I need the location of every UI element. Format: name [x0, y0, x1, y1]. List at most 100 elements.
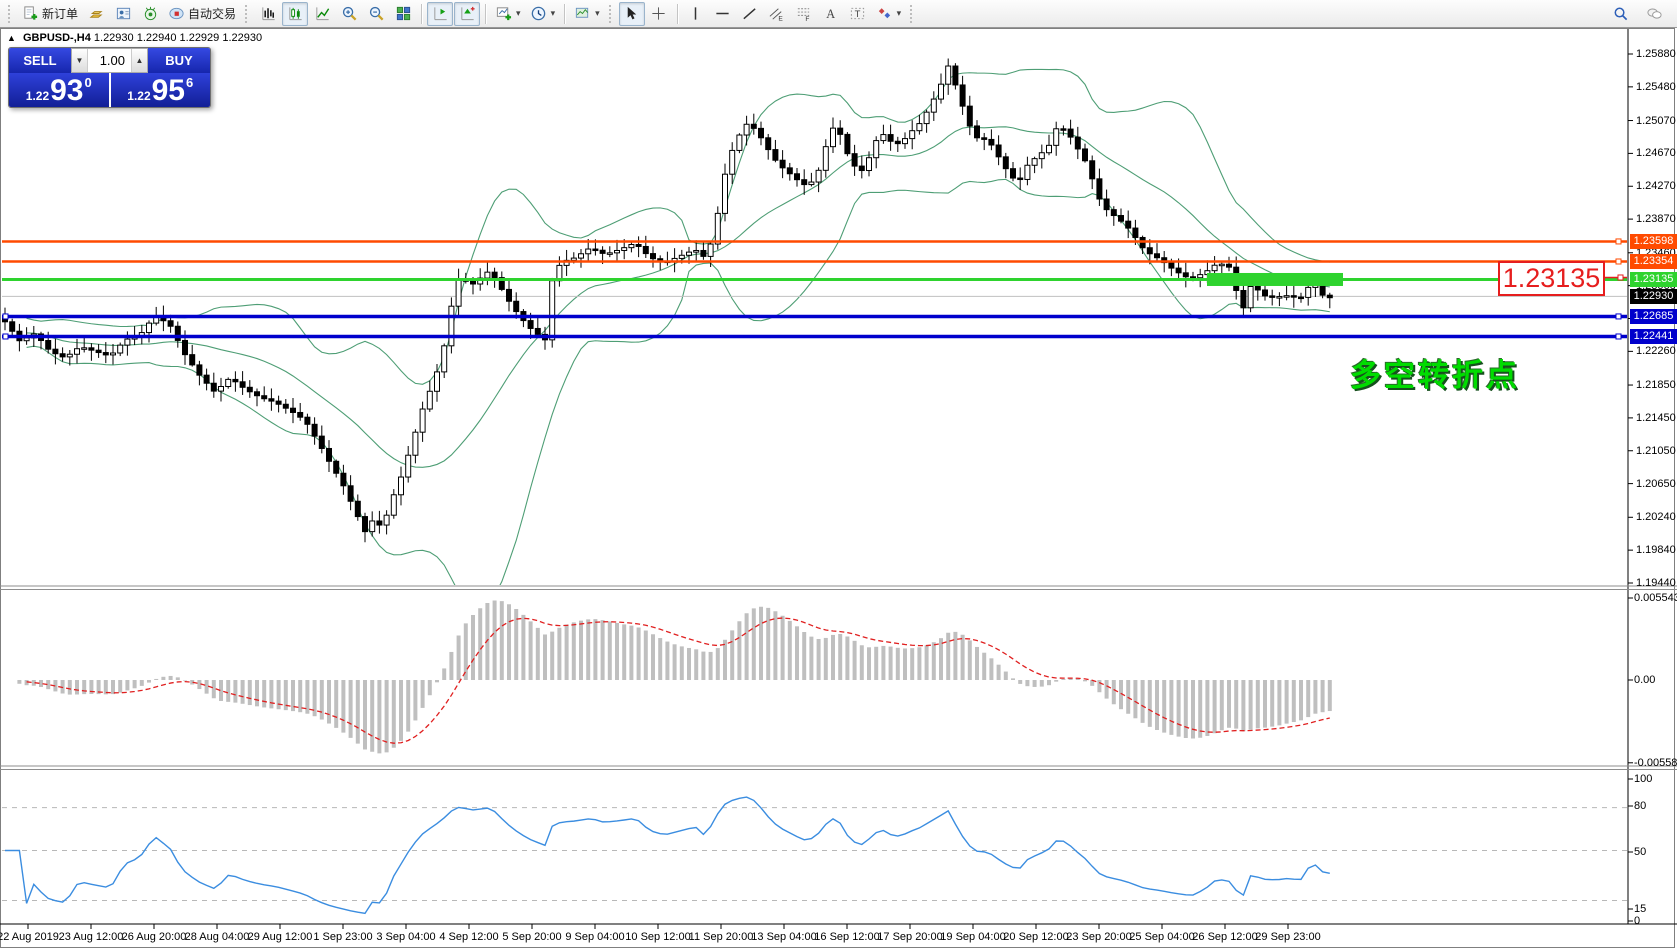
auto-scroll-icon: [460, 6, 475, 21]
buy-price[interactable]: 1.22 95 6: [110, 73, 210, 107]
dropdown-arrow-icon: ▾: [550, 8, 556, 18]
buy-price-big: 95: [151, 74, 185, 107]
svg-text:A: A: [826, 7, 835, 21]
dropdown-arrow-icon: ▾: [516, 8, 521, 18]
volume-stepper: ▼ 1.00 ▲: [71, 48, 148, 73]
market-watch-button[interactable]: [83, 2, 109, 26]
horizontal-line-button[interactable]: [710, 2, 736, 26]
sell-button[interactable]: SELL: [9, 48, 71, 73]
dropdown-arrow-icon: ▾: [896, 8, 902, 18]
symbol-period-label: GBPUSD-,H4: [22, 32, 91, 44]
line-chart-button[interactable]: [309, 2, 335, 26]
signals-button[interactable]: [137, 2, 163, 26]
collapse-triangle-icon: ▲: [7, 33, 16, 43]
toolbar-grip: [8, 4, 13, 23]
toolbar-separator: [676, 3, 678, 24]
toolbar-separator: [485, 3, 487, 24]
new-chart-icon: [496, 7, 512, 21]
cursor-button[interactable]: [618, 1, 645, 26]
price-callout[interactable]: 1.23135: [1498, 261, 1605, 296]
chinese-annotation: 多空转折点: [1350, 358, 1520, 393]
zoom-out-icon: [369, 6, 383, 21]
volume-decrease-button[interactable]: ▼: [72, 49, 88, 72]
new-chart-button[interactable]: ▾: [491, 2, 525, 26]
buy-price-prefix: 1.22: [127, 89, 151, 103]
one-click-trading-panel: SELL ▼ 1.00 ▲ BUY 1.22 93 0 1.22 95 6: [8, 47, 211, 108]
toolbar-separator: [421, 3, 423, 24]
volume-increase-button[interactable]: ▲: [131, 49, 147, 72]
fibonacci-button[interactable]: F: [791, 2, 817, 26]
new-order-button[interactable]: 新订单: [18, 2, 82, 26]
line-chart-icon: [315, 7, 329, 21]
text-label-icon: T: [851, 7, 865, 20]
equidistant-channel-button[interactable]: E: [764, 2, 790, 26]
toolbar-grip: [910, 4, 915, 23]
zoom-in-button[interactable]: [336, 2, 362, 26]
search-button[interactable]: [1607, 2, 1633, 26]
candlestick-chart-button[interactable]: [282, 1, 309, 26]
chart-shift-button[interactable]: [427, 1, 454, 26]
arrows-shapes-icon: [878, 8, 890, 19]
indicators-icon: [575, 7, 589, 18]
gold-bars-icon: [89, 11, 103, 18]
bar-chart-icon: [261, 7, 275, 21]
chat-icon: [1646, 8, 1662, 19]
volume-value[interactable]: 1.00: [99, 53, 125, 68]
fibonacci-icon: F: [797, 8, 810, 22]
autotrade-icon: [169, 7, 184, 20]
buy-button[interactable]: BUY: [148, 48, 210, 73]
clock-icon: [531, 6, 545, 21]
chart-shift-icon: [433, 7, 447, 21]
sell-label: SELL: [23, 53, 57, 68]
toolbar-grip: [245, 4, 250, 23]
profile-button[interactable]: [110, 2, 136, 26]
trendline-icon: [743, 8, 756, 20]
search-icon: [1614, 7, 1627, 21]
chat-button[interactable]: [1641, 2, 1667, 26]
profile-icon: [116, 7, 130, 20]
indicators-button[interactable]: ▾: [570, 2, 604, 26]
svg-text:E: E: [779, 16, 784, 22]
text-icon: A: [826, 7, 835, 21]
periods-button[interactable]: ▾: [526, 2, 560, 26]
candlestick-chart-icon: [288, 7, 302, 21]
vertical-line-button[interactable]: [683, 2, 709, 26]
svg-text:T: T: [855, 9, 861, 20]
new-order-label: 新订单: [42, 7, 79, 21]
bar-chart-button[interactable]: [255, 2, 281, 26]
crosshair-button[interactable]: [646, 2, 672, 26]
sell-price-sup: 0: [84, 75, 92, 90]
toolbar: 新订单 自动交易 ▾ ▾: [0, 0, 1677, 28]
tile-windows-button[interactable]: [390, 2, 416, 26]
sell-price-big: 93: [50, 74, 84, 107]
tile-windows-icon: [396, 6, 410, 21]
crosshair-icon: [652, 7, 665, 20]
svg-text:F: F: [806, 16, 810, 22]
trendline-button[interactable]: [737, 2, 763, 26]
toolbar-right: [1607, 2, 1673, 26]
zoom-out-button[interactable]: [363, 2, 389, 26]
auto-scroll-button[interactable]: [454, 1, 481, 26]
chart-symbol-header: ▲ GBPUSD-,H4 1.22930 1.22940 1.22929 1.2…: [7, 32, 262, 44]
sell-price[interactable]: 1.22 93 0: [9, 73, 109, 107]
cursor-icon: [627, 6, 637, 20]
buy-price-sup: 6: [186, 75, 194, 90]
horizontal-line-icon: [716, 12, 729, 15]
sell-price-prefix: 1.22: [25, 89, 50, 103]
new-order-icon: [24, 6, 38, 20]
equidistant-channel-icon: E: [769, 8, 784, 22]
autotrading-button[interactable]: 自动交易: [164, 2, 240, 26]
text-label-button[interactable]: T: [845, 2, 871, 26]
dropdown-arrow-icon: ▾: [595, 8, 600, 18]
toolbar-grip: [608, 4, 614, 23]
signal-icon: [144, 6, 156, 21]
arrows-button[interactable]: ▾: [872, 2, 906, 26]
autotrade-label: 自动交易: [188, 7, 237, 21]
buy-label: BUY: [165, 53, 193, 68]
text-button[interactable]: A: [818, 2, 844, 26]
callout-text: 1.23135: [1502, 263, 1601, 293]
chart-window[interactable]: [0, 28, 1675, 948]
toolbar-separator: [564, 3, 566, 24]
ohlc-values: 1.22930 1.22940 1.22929 1.22930: [93, 32, 263, 44]
zoom-in-icon: [342, 6, 356, 21]
